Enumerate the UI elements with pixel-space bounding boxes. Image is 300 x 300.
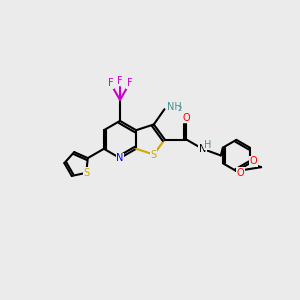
- Text: N: N: [199, 144, 206, 154]
- Text: F: F: [127, 78, 132, 88]
- Text: O: O: [250, 157, 258, 166]
- Text: N: N: [116, 153, 124, 163]
- Text: O: O: [182, 113, 190, 123]
- Text: S: S: [83, 168, 89, 178]
- Text: NH: NH: [167, 102, 182, 112]
- Text: O: O: [236, 168, 244, 178]
- Text: F: F: [117, 76, 123, 86]
- Text: F: F: [108, 78, 113, 88]
- Text: S: S: [151, 149, 157, 160]
- Text: H: H: [204, 140, 211, 150]
- Text: 2: 2: [178, 106, 182, 112]
